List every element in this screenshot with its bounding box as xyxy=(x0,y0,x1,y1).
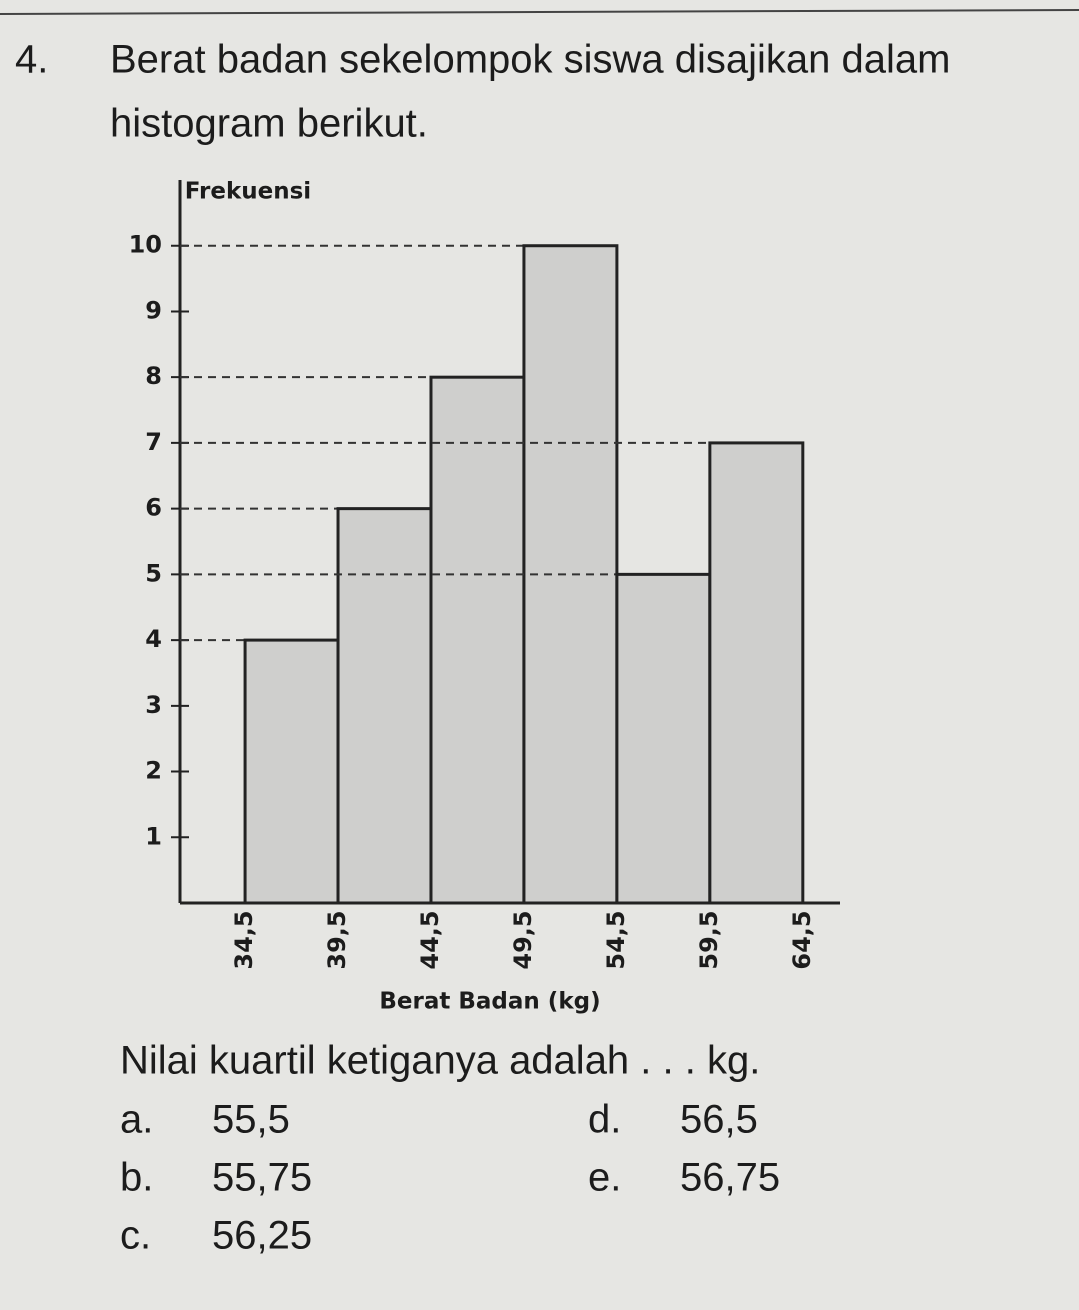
top-rule xyxy=(0,9,1079,15)
y-tick-label: 6 xyxy=(145,494,162,522)
option-text: 55,5 xyxy=(212,1098,290,1142)
option-letter: e. xyxy=(588,1156,621,1200)
bar xyxy=(429,375,526,905)
y-tick-label: 9 xyxy=(145,296,162,324)
y-tick-label: 3 xyxy=(145,691,162,719)
option-text: 56,25 xyxy=(212,1214,312,1258)
y-tick-label: 10 xyxy=(129,231,162,259)
option-letter: a. xyxy=(120,1098,153,1142)
option-text: 56,5 xyxy=(680,1098,758,1142)
y-tick-label: 8 xyxy=(145,362,162,390)
x-tick-label: 49,5 xyxy=(509,910,537,969)
x-tick-label: 54,5 xyxy=(602,910,630,969)
x-tick-label: 64,5 xyxy=(788,910,816,969)
bar xyxy=(243,638,340,905)
option-letter: b. xyxy=(120,1156,153,1200)
x-axis-label: Berat Badan (kg) xyxy=(379,989,600,1015)
bar xyxy=(708,441,805,905)
question-line: histogram berikut. xyxy=(110,102,428,146)
option-letter: c. xyxy=(120,1214,151,1258)
y-axis-label: Frekuensi xyxy=(185,179,311,205)
x-tick-label: 39,5 xyxy=(323,910,351,969)
option-text: 55,75 xyxy=(212,1156,312,1200)
question-number: 4. xyxy=(15,38,48,82)
y-tick-label: 2 xyxy=(145,757,162,785)
x-tick-label: 34,5 xyxy=(230,910,258,969)
y-tick-label: 5 xyxy=(145,559,162,587)
prompt: Nilai kuartil ketiganya adalah . . . kg. xyxy=(120,1039,760,1083)
option-text: 56,75 xyxy=(680,1156,780,1200)
x-tick-label: 59,5 xyxy=(695,910,723,969)
y-tick-label: 4 xyxy=(145,625,162,653)
x-tick-label: 44,5 xyxy=(416,910,444,969)
bar xyxy=(336,507,433,905)
bar xyxy=(615,572,712,905)
question-line: Berat badan sekelompok siswa disajikan d… xyxy=(110,38,950,82)
y-tick-label: 1 xyxy=(145,822,162,850)
y-tick-label: 7 xyxy=(145,428,162,456)
option-letter: d. xyxy=(588,1098,621,1142)
